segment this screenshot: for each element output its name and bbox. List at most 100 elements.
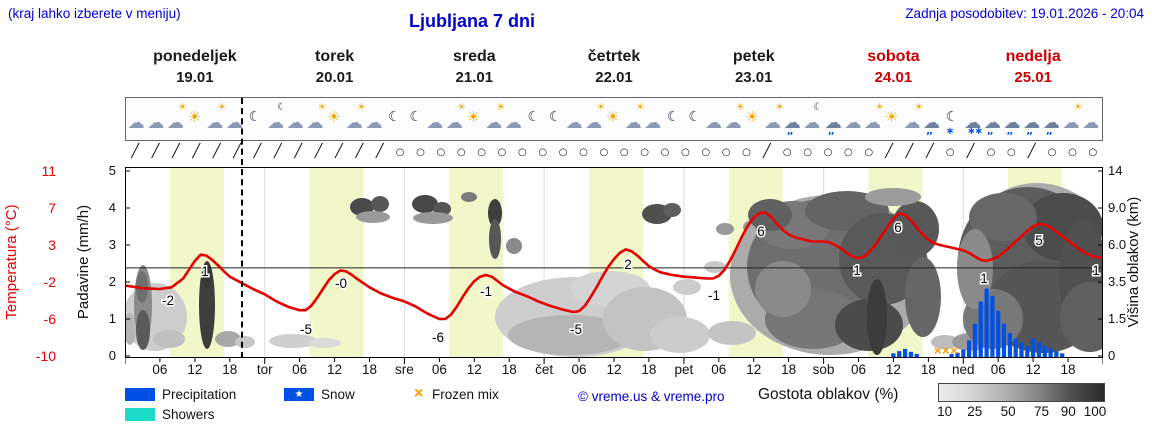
glyph: ☁ <box>127 113 145 133</box>
calm-wind-icon: ○ <box>1047 147 1057 158</box>
glyph: ☁ <box>1042 113 1060 133</box>
scale-label: 75 <box>1034 404 1050 419</box>
x-tick-label: 06 <box>431 362 447 377</box>
glyph: ☁ <box>426 113 444 133</box>
x-tick-label: 12 <box>327 362 343 377</box>
frozen-mix-icon: × <box>414 385 424 402</box>
x-tick-label: 06 <box>711 362 727 377</box>
calm-wind-icon: ○ <box>742 147 751 158</box>
x-tick-label: 12 <box>187 362 203 377</box>
temperature-point-labels: -2 1 -5 -0 -6 -1 -5 2 -1 6 1 6 1 5 1 <box>160 219 1101 347</box>
glyph: ∗∗ <box>967 126 983 137</box>
sun-cloud-icon: ☀ ☁ <box>345 101 366 137</box>
glyph: ☀ <box>596 102 606 113</box>
svg-text:-1: -1 <box>708 288 720 303</box>
cloud-icon: ☁ <box>147 101 165 137</box>
x-tick-label: 18 <box>781 362 797 377</box>
x-tick-label: sob <box>812 362 835 377</box>
wind-barb-icon: ╱ <box>762 144 771 159</box>
showers-swatch <box>125 408 155 421</box>
x-tick-label: pet <box>674 362 694 377</box>
cloud-density-scale <box>938 383 1105 402</box>
glyph: ☾ <box>688 109 701 125</box>
y-tick-label: -2 <box>43 274 56 290</box>
day-icons: ☾ ☁ ☁ ☀ ☁ ☀ ☀ ☁ ☁ ☾ <box>265 98 404 140</box>
day-date: 25.01 <box>1014 69 1052 86</box>
moon-icon: ☾ <box>546 101 564 137</box>
x-tick-label: 06 <box>152 362 168 377</box>
svg-text:-5: -5 <box>300 322 312 337</box>
glyph: ☁ <box>783 113 801 133</box>
glyph: ☁ <box>964 113 982 133</box>
glyph: ☀ <box>327 108 341 126</box>
y-tick-label: 3 <box>48 237 56 253</box>
rain-cloud-icon: ☁ ‚‚ <box>1004 101 1022 137</box>
x-tick-label: 18 <box>361 362 378 377</box>
glyph: ☁ <box>306 113 324 133</box>
svg-text:6: 6 <box>757 224 765 239</box>
svg-text:-0: -0 <box>335 276 347 291</box>
scale-label: 25 <box>967 404 983 419</box>
glyph: ☁ <box>1023 113 1041 133</box>
moon-icon: ☾ <box>664 101 682 137</box>
calm-wind-icon: ○ <box>599 147 609 158</box>
sun-cloud-icon: ☀ ☁ <box>764 101 784 137</box>
glyph: ☀ <box>735 102 745 113</box>
cloud-density-title: Gostota oblakov (%) <box>758 386 899 403</box>
calm-wind-icon: ○ <box>823 147 833 158</box>
glyph: ☁ <box>705 113 723 133</box>
wind-barb-icon: ╱ <box>375 144 384 159</box>
glyph: ☁ <box>764 113 782 133</box>
moon-icon: ☾ <box>385 101 403 137</box>
glyph: ☀ <box>605 108 620 126</box>
glyph: ☀ <box>178 102 188 113</box>
svg-text:5: 5 <box>1035 233 1043 248</box>
calm-wind-icon: ○ <box>640 147 649 158</box>
x-tick-label: 18 <box>920 362 936 377</box>
copyright-link[interactable]: © vreme.us & vreme.pro <box>578 389 725 404</box>
day-date: 23.01 <box>734 69 773 86</box>
glyph: ☁ <box>983 113 1001 133</box>
glyph: ☁ <box>167 113 185 133</box>
cloud-height-axis-label: Višina oblakov (km) <box>1125 196 1142 328</box>
calm-wind-icon: ○ <box>701 147 711 158</box>
glyph: ☁ <box>724 113 742 133</box>
rain-cloud-icon: ☁ ‚‚ <box>923 101 941 137</box>
scale-label: 90 <box>1060 404 1076 419</box>
glyph: ☾ <box>666 109 680 125</box>
day-date: 22.01 <box>595 69 633 86</box>
cloud-icon: ☁ <box>566 101 584 137</box>
sun-cloud-icon: ☀ ☁ <box>167 101 188 137</box>
moon-icon: ☾ <box>685 101 703 137</box>
day-date: 24.01 <box>874 69 913 86</box>
wind-barb-icon: ╱ <box>151 144 160 159</box>
moon-cloud-icon: ☾ ☁ <box>803 101 822 137</box>
y-tick-label: 6.0 <box>1108 237 1127 252</box>
frozen-mix-legend-label: Frozen mix <box>432 387 499 402</box>
glyph: ☁ <box>1062 113 1080 133</box>
wind-barb-icon: ╱ <box>925 144 934 159</box>
svg-text:-1: -1 <box>480 284 492 299</box>
precipitation-legend-label: Precipitation <box>162 387 237 402</box>
y-tick-label: 7 <box>48 200 56 216</box>
glyph: ☁ <box>345 113 363 133</box>
glyph: ☁ <box>226 113 244 133</box>
sun-cloud-icon: ☀ ☁ <box>724 101 745 137</box>
x-tick-label: 06 <box>571 362 587 377</box>
wind-symbol-row: ╱ ╱ ╱ ╱ ╱ ╱ ╱ ╱ ╱ ╱ ╱ ╱ ╱ ○ ○ ○ ○ ○ ○ ○ ○ ○ ○ ○ ○ ○ ○ ○ ○ ○ ○ ╱ ○ ○ ○ ○ ○ ╱ ╱ ╱… <box>125 142 1103 164</box>
glyph: ☀ <box>456 102 466 113</box>
glyph: ☀ <box>496 102 506 113</box>
calm-wind-icon: ○ <box>579 147 588 158</box>
y-tick-label: 0 <box>1108 348 1116 363</box>
glyph: ☁ <box>267 113 285 133</box>
cloud-icon: ☁ <box>365 101 383 137</box>
svg-text:6: 6 <box>894 220 902 235</box>
sun-cloud-icon: ☀ ☁ <box>206 101 226 137</box>
glyph: ☁ <box>206 113 224 133</box>
calm-wind-icon: ○ <box>416 147 425 158</box>
y-tick-label: -6 <box>43 311 56 327</box>
glyph: ☾ <box>248 109 262 125</box>
glyph: ☀ <box>317 102 327 113</box>
glyph: ‚‚ <box>786 126 794 137</box>
